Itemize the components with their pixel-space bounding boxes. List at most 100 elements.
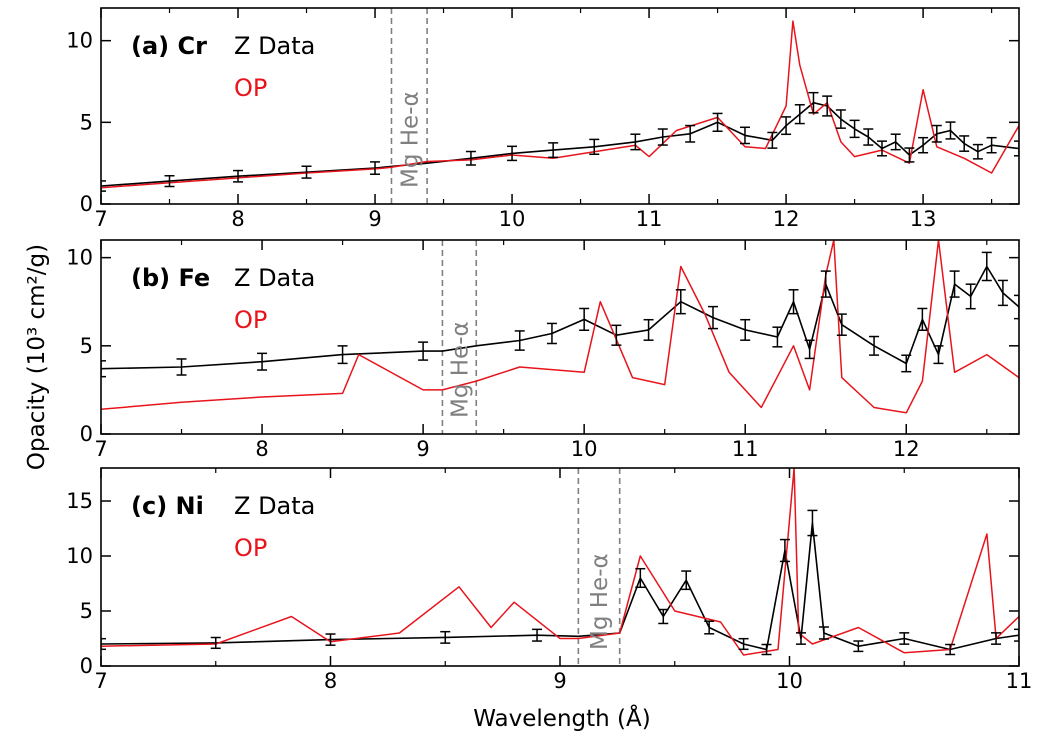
x-tick-label-b-2: 9	[416, 437, 429, 461]
error-bar-a-21	[835, 109, 846, 129]
error-bar-a-18	[794, 104, 805, 125]
y-tick-label-b-2: 10	[66, 246, 93, 270]
error-bar-b-18	[820, 270, 831, 298]
error-bar-c-15	[807, 509, 818, 537]
error-bar-a-1	[164, 175, 175, 188]
panels: 7 8 9 10 11 12 13 0 5 10 (a) Cr Z Data OP Mg He-α 7 8 9 1…	[66, 7, 1032, 693]
error-bar-c-20	[991, 632, 1002, 645]
series-a-op	[101, 20, 1019, 189]
x-tick-label-a-5: 12	[773, 207, 800, 231]
x-tick-label-c-0: 7	[94, 669, 107, 693]
error-bar-a-0	[101, 180, 106, 192]
mg-he-alpha-label-a: Mg He-α	[397, 91, 423, 188]
error-bar-b-27	[997, 279, 1008, 307]
error-bar-a-22	[849, 119, 860, 139]
panel-b: 7 8 9 10 11 12 0 5 10 (b) Fe Z Data OP Mg He-α	[66, 239, 1020, 461]
x-tick-label-c-3: 10	[776, 669, 803, 693]
panel-tag-a: (a) Cr	[131, 32, 207, 60]
y-tick-label-a-1: 5	[80, 110, 93, 134]
error-bar-a-25	[890, 133, 901, 151]
error-bar-c-17	[853, 640, 864, 653]
error-bar-b-4	[418, 341, 429, 361]
error-bar-c-11	[738, 637, 749, 651]
error-bar-c-12	[761, 643, 772, 656]
error-bar-b-0	[101, 360, 106, 378]
legend-z-data-c: Z Data	[234, 492, 315, 520]
error-bar-b-2	[257, 352, 268, 371]
error-bar-b-9	[579, 307, 590, 331]
mg-he-alpha-label-b: Mg He-α	[447, 321, 473, 418]
error-bar-a-30	[959, 135, 970, 152]
error-bar-a-31	[972, 143, 983, 160]
x-axis-label: Wavelength (Å)	[473, 704, 650, 732]
x-tick-label-a-1: 8	[231, 207, 244, 231]
error-bar-a-16	[767, 131, 778, 149]
error-bar-b-20	[869, 335, 880, 356]
x-tick-label-b-0: 7	[94, 437, 107, 461]
error-bar-a-2	[233, 169, 244, 183]
error-bar-a-28	[931, 124, 942, 143]
y-tick-label-c-3: 15	[66, 489, 93, 513]
error-bar-a-14	[712, 112, 723, 132]
x-tick-label-a-6: 13	[910, 207, 937, 231]
error-bar-c-1	[210, 636, 221, 650]
error-bar-c-2	[325, 633, 336, 646]
error-bar-b-16	[788, 289, 799, 315]
error-bar-a-17	[781, 116, 792, 136]
panel-tag-c: (c) Ni	[131, 492, 204, 520]
error-bar-a-19	[808, 91, 819, 114]
panel-a: 7 8 9 10 11 12 13 0 5 10 (a) Cr Z Data OP Mg He-α	[66, 7, 1020, 231]
x-tick-label-a-2: 9	[368, 207, 381, 231]
series-c-op	[101, 468, 1019, 656]
error-bar-a-20	[822, 95, 833, 117]
x-tick-label-b-5: 12	[893, 437, 920, 461]
legend-op-c: OP	[234, 534, 267, 562]
error-bar-b-19	[836, 313, 847, 336]
error-bar-c-7	[635, 567, 646, 589]
plot-frame-a	[100, 7, 1020, 205]
error-bar-a-7	[465, 150, 476, 166]
error-bar-b-7	[514, 330, 525, 351]
x-tick-label-b-3: 10	[571, 437, 598, 461]
error-bar-b-8	[546, 322, 557, 345]
x-tick-label-a-4: 11	[636, 207, 663, 231]
error-bar-a-29	[945, 121, 956, 140]
error-bar-a-32	[986, 136, 997, 154]
error-bar-b-15	[772, 326, 783, 348]
y-tick-label-b-1: 5	[80, 334, 93, 358]
panel-tag-b: (b) Fe	[131, 264, 210, 292]
error-bar-b-3	[337, 345, 348, 365]
x-tick-label-c-1: 8	[324, 669, 337, 693]
error-bar-c-0	[101, 637, 106, 651]
error-bar-a-4	[370, 161, 381, 175]
x-tick-label-b-4: 11	[732, 437, 759, 461]
error-bar-a-10	[589, 138, 600, 156]
error-bar-c-21	[1014, 628, 1019, 642]
y-tick-label-c-1: 5	[80, 599, 93, 623]
error-bar-b-23	[933, 345, 944, 365]
error-bar-a-33	[1014, 140, 1019, 157]
error-bar-b-22	[917, 307, 928, 331]
error-bar-a-12	[657, 128, 668, 146]
error-bar-b-14	[740, 318, 751, 341]
error-bar-b-28	[1014, 294, 1019, 320]
error-bar-c-18	[899, 632, 910, 645]
y-tick-label-a-0: 0	[80, 192, 93, 216]
y-tick-label-c-0: 0	[80, 654, 93, 678]
error-bar-c-4	[532, 628, 543, 642]
legend-z-data-a: Z Data	[234, 32, 315, 60]
error-bar-c-14	[795, 632, 806, 645]
error-bar-a-15	[739, 126, 750, 145]
legend-op-b: OP	[234, 306, 267, 334]
series-b-op	[101, 240, 1019, 414]
error-bar-c-16	[818, 626, 829, 640]
y-axis-label: Opacity (10³ cm²/g)	[24, 244, 50, 470]
error-bar-a-3	[301, 165, 312, 179]
error-bar-a-23	[863, 128, 874, 146]
x-tick-label-c-2: 9	[553, 669, 566, 693]
x-tick-label-a-0: 7	[94, 207, 107, 231]
error-bar-c-9	[681, 570, 692, 591]
x-tick-label-b-1: 8	[255, 437, 268, 461]
error-bar-b-17	[804, 339, 815, 360]
